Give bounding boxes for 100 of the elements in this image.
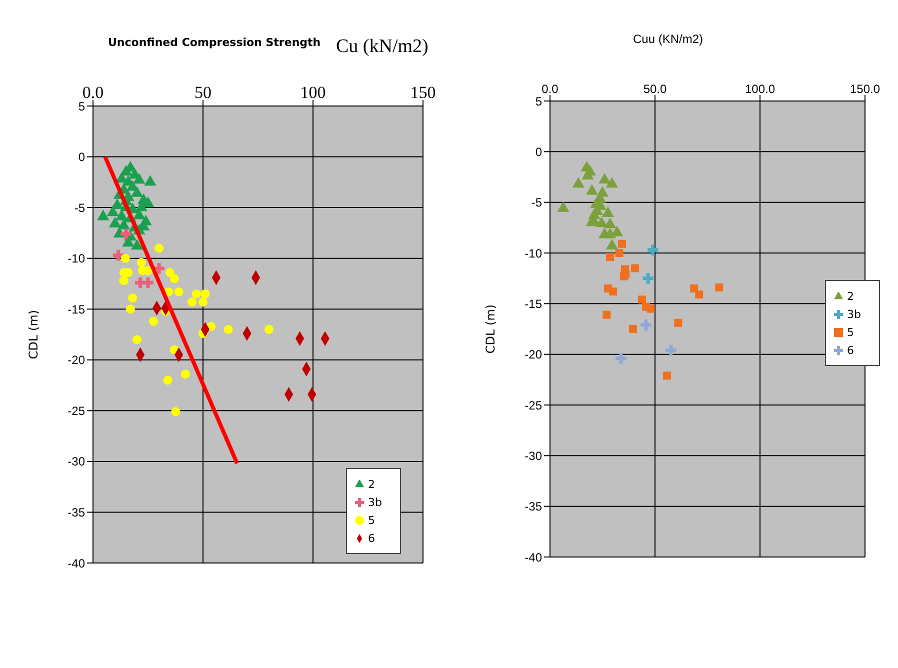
point <box>588 208 600 220</box>
legend-label: 3b <box>847 308 861 321</box>
x-tick-label: 50.0 <box>643 82 667 96</box>
x-tick-label: 50 <box>194 83 212 102</box>
x-tick-label: 100 <box>300 83 326 102</box>
point <box>142 277 154 288</box>
point <box>615 249 624 257</box>
point <box>674 318 682 327</box>
point <box>604 228 616 238</box>
y-tick-label: 0 <box>535 144 542 159</box>
point <box>584 164 596 176</box>
y-tick-label: -25 <box>68 404 86 418</box>
point <box>118 218 130 230</box>
point <box>170 274 179 284</box>
point <box>126 304 135 314</box>
x-axis-title: Cu (kN/m2) <box>336 36 428 58</box>
x-tick-label: 100.0 <box>744 82 776 96</box>
point <box>690 284 698 292</box>
x-tick-label: 0.0 <box>542 82 559 96</box>
point <box>97 210 110 220</box>
point <box>154 244 164 253</box>
point <box>120 228 132 240</box>
point <box>631 264 640 272</box>
point <box>602 310 611 319</box>
legend-label: 2 <box>368 478 376 491</box>
point <box>224 324 233 334</box>
point <box>572 177 584 188</box>
point <box>163 376 172 385</box>
point <box>642 272 654 284</box>
point <box>130 186 144 197</box>
y-tick-label: 5 <box>535 94 542 108</box>
x-axis-title: Cuu (KN/m2) <box>633 32 704 46</box>
point <box>695 290 704 299</box>
point <box>192 289 201 298</box>
point <box>606 177 618 188</box>
point <box>136 258 146 267</box>
y-tick-label: -10 <box>524 246 542 260</box>
point <box>604 218 616 228</box>
point <box>148 316 158 326</box>
point <box>606 238 618 250</box>
point <box>606 253 614 262</box>
y-tick-label: -10 <box>68 252 86 266</box>
point <box>618 240 626 248</box>
y-tick-label: -40 <box>524 550 542 564</box>
legend-label: 3b <box>368 496 382 509</box>
point <box>602 206 614 217</box>
point <box>120 254 130 263</box>
x-tick-label: 150.0 <box>850 82 880 96</box>
y-tick-label: -30 <box>68 454 86 469</box>
y-tick-label: -5 <box>74 200 86 215</box>
point <box>132 335 142 344</box>
point <box>662 372 671 380</box>
point <box>598 173 611 184</box>
point <box>187 297 197 307</box>
point <box>198 297 208 307</box>
y-tick-label: -35 <box>524 500 542 514</box>
point <box>609 288 617 296</box>
point <box>264 324 274 334</box>
y-tick-label: -15 <box>68 302 86 316</box>
point <box>715 283 724 292</box>
y-axis-title: CDL (m) <box>26 310 40 360</box>
y-tick-label: -5 <box>531 196 542 210</box>
point <box>200 289 210 298</box>
legend-label: 5 <box>847 326 854 339</box>
point <box>180 370 190 379</box>
y-tick-label: 0 <box>78 150 86 164</box>
point <box>108 216 122 228</box>
y-tick-label: -40 <box>68 556 86 570</box>
point <box>616 353 626 364</box>
y-tick-label: -20 <box>524 348 542 362</box>
point <box>174 287 184 296</box>
point <box>628 325 637 333</box>
y-tick-label: 5 <box>78 99 86 114</box>
point <box>133 173 146 184</box>
legend-label: 5 <box>368 514 376 527</box>
y-tick-label: -30 <box>524 448 542 463</box>
point <box>116 210 128 220</box>
point <box>638 296 646 304</box>
legend-label: 6 <box>847 344 854 357</box>
legend-label: 2 <box>847 290 854 303</box>
point <box>165 268 175 278</box>
point <box>128 293 138 302</box>
y-tick-label: -15 <box>524 296 542 311</box>
point <box>130 239 144 250</box>
point <box>557 201 570 212</box>
point <box>666 344 676 356</box>
point <box>648 244 658 256</box>
point <box>586 184 598 195</box>
point <box>171 407 180 416</box>
y-tick-label: -20 <box>68 353 86 368</box>
point <box>646 304 655 313</box>
y-tick-label: -35 <box>68 505 86 520</box>
x-tick-label: 150 <box>410 83 436 102</box>
y-axis-title: CDL (m) <box>483 304 498 354</box>
point <box>119 276 128 286</box>
legend-label: 6 <box>368 532 376 545</box>
point <box>640 320 652 330</box>
y-tick-label: -25 <box>524 398 542 412</box>
chart-title: Unconfined Compression Strength <box>108 36 321 49</box>
point <box>144 175 156 186</box>
